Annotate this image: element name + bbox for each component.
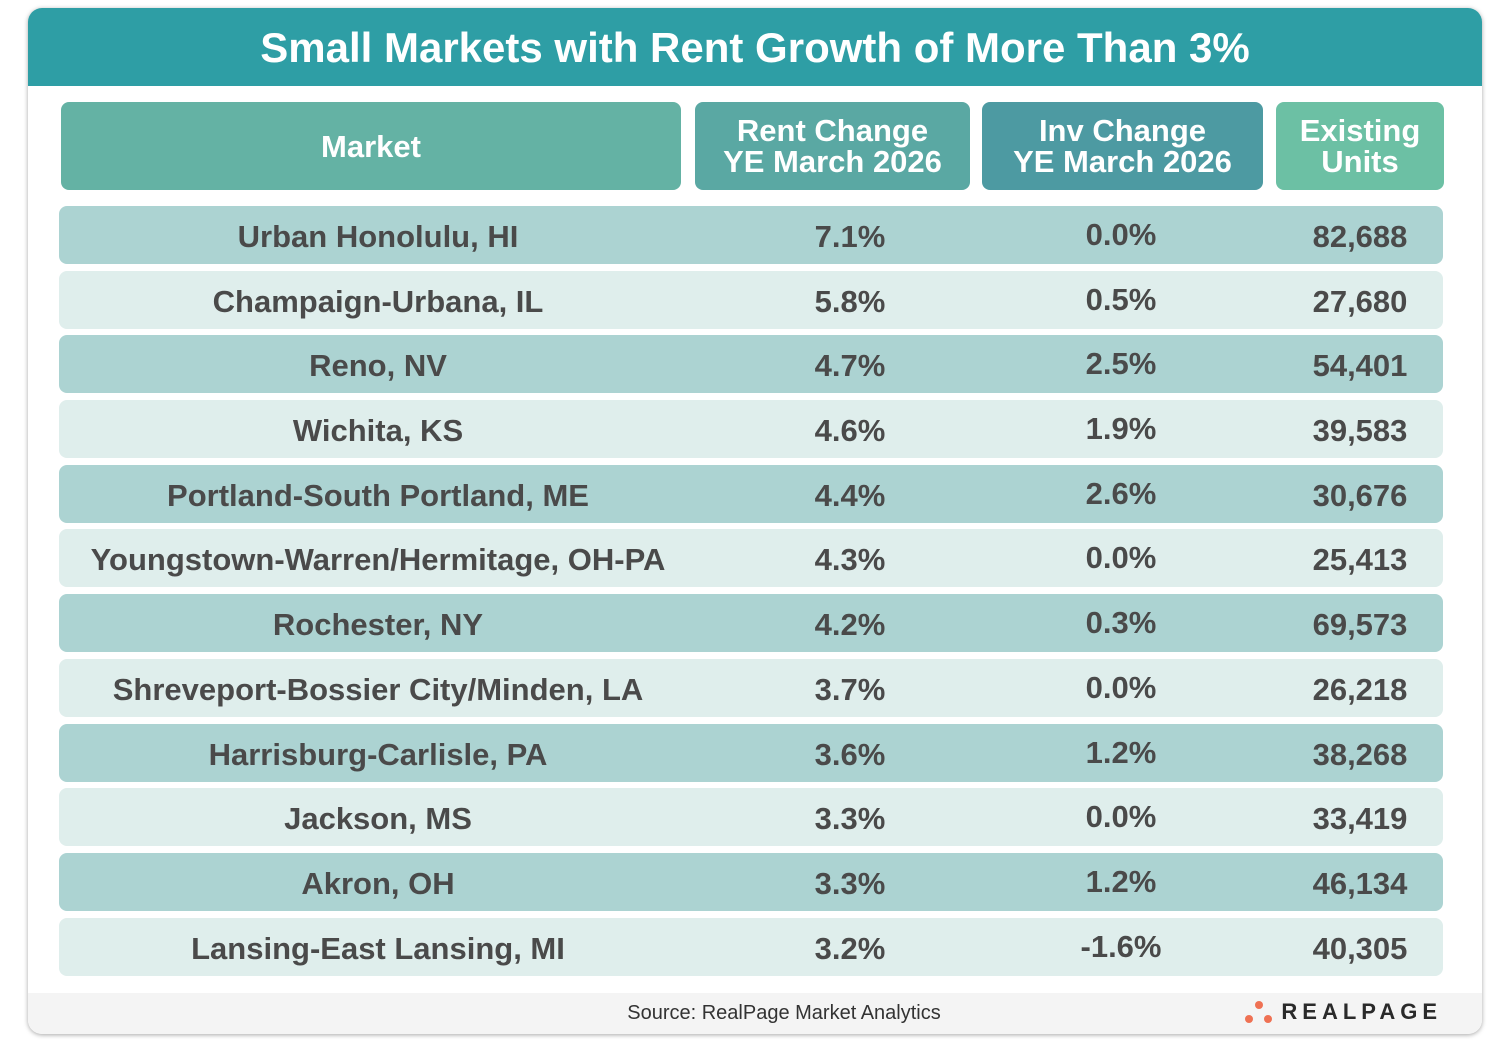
header-market: Market (61, 102, 681, 190)
cell-market: Jackson, MS (284, 801, 472, 837)
table-row: Akron, OH 3.3% 1.2% 46,134 (59, 852, 1443, 911)
cell-market: Youngstown-Warren/Hermitage, OH-PA (90, 542, 666, 578)
cell-market: Akron, OH (301, 865, 455, 901)
cell-market: Reno, NV (309, 348, 447, 384)
cell-rent: 4.3% (814, 542, 886, 578)
cell-market: Champaign-Urbana, IL (212, 283, 544, 319)
table-row: Jackson, MS 3.3% 0.0% 33,419 (59, 788, 1443, 847)
cell-rent: 4.4% (814, 477, 886, 513)
source-note: Source: RealPage Market Analytics (627, 1002, 941, 1024)
header-existing-units: Existing Units (1276, 102, 1444, 190)
cell-units: 27,680 (1312, 283, 1408, 319)
cell-market: Urban Honolulu, HI (237, 219, 519, 254)
cell-market: Portland-South Portland, ME (167, 477, 589, 513)
table-row: Wichita, KS 4.6% 1.9% 39,583 (59, 400, 1443, 459)
cell-inv: 1.2% (1085, 734, 1157, 770)
cell-inv: -1.6% (1080, 928, 1162, 964)
header-rent-line1: Rent Change (736, 113, 929, 148)
cell-units: 82,688 (1312, 219, 1408, 254)
cell-market: Wichita, KS (292, 413, 464, 449)
cell-market: Harrisburg-Carlisle, PA (208, 736, 548, 772)
cell-rent: 4.6% (814, 413, 886, 449)
cell-rent: 3.3% (814, 865, 886, 901)
table-row: Rochester, NY 4.2% 0.3% 69,573 (59, 594, 1443, 653)
cell-rent: 7.1% (814, 219, 886, 254)
realpage-logo: REALPAGE (1245, 999, 1442, 1025)
cell-rent: 3.3% (814, 801, 886, 837)
table-row: Harrisburg-Carlisle, PA 3.6% 1.2% 38,268 (59, 723, 1443, 782)
cell-rent: 4.2% (814, 607, 886, 643)
cell-inv: 0.5% (1085, 281, 1157, 317)
infographic-card: Small Markets with Rent Growth of More T… (28, 8, 1482, 1034)
table-row: Reno, NV 4.7% 2.5% 54,401 (59, 335, 1443, 394)
cell-units: 46,134 (1312, 865, 1408, 901)
header-inv-line1: Inv Change (1038, 113, 1207, 148)
table-row: Shreveport-Bossier City/Minden, LA 3.7% 0.… (59, 658, 1443, 717)
cell-inv: 1.9% (1085, 411, 1157, 447)
table-row: Lansing-East Lansing, MI 3.2% -1.6% 40,305 (59, 917, 1443, 976)
header-market-label: Market (321, 128, 421, 164)
cell-units: 26,218 (1312, 671, 1408, 707)
cell-units: 39,583 (1312, 413, 1408, 449)
cell-inv: 2.5% (1085, 346, 1157, 382)
cell-units: 38,268 (1312, 736, 1408, 772)
footer: Source: RealPage Market Analytics REALPA… (28, 993, 1482, 1034)
cell-units: 30,676 (1312, 477, 1408, 513)
cell-inv: 0.3% (1085, 605, 1157, 641)
cell-inv: 0.0% (1085, 540, 1157, 576)
cell-inv: 1.2% (1085, 863, 1157, 899)
cell-units: 40,305 (1312, 930, 1408, 966)
cell-rent: 3.7% (814, 671, 886, 707)
cell-market: Shreveport-Bossier City/Minden, LA (112, 671, 644, 707)
chart-title: Small Markets with Rent Growth of More T… (28, 8, 1482, 86)
header-units-line1: Existing (1299, 113, 1421, 148)
table-row: Youngstown-Warren/Hermitage, OH-PA 4.3% 0.… (59, 529, 1443, 588)
logo-dots-icon (1245, 999, 1273, 1025)
header-rent-line2: YE March 2026 (723, 144, 942, 179)
cell-units: 69,573 (1312, 607, 1408, 643)
header-inv-change: Inv Change YE March 2026 (982, 102, 1263, 190)
table-row: Urban Honolulu, HI 7.1% 0.0% 82,688 (59, 206, 1443, 264)
header-units-line2: Units (1321, 144, 1399, 179)
table-body: Urban Honolulu, HI 7.1% 0.0% 82,688 Champaig… (59, 206, 1443, 982)
cell-units: 33,419 (1312, 801, 1408, 837)
cell-rent: 4.7% (814, 348, 886, 384)
cell-inv: 0.0% (1085, 669, 1157, 705)
logo-text: REALPAGE (1281, 999, 1442, 1024)
cell-rent: 3.6% (814, 736, 886, 772)
cell-inv: 2.6% (1085, 475, 1157, 511)
cell-rent: 3.2% (814, 930, 886, 966)
cell-market: Lansing-East Lansing, MI (191, 930, 565, 966)
cell-units: 25,413 (1312, 542, 1408, 578)
table-row: Champaign-Urbana, IL 5.8% 0.5% 27,680 (59, 270, 1443, 329)
header-rent-change: Rent Change YE March 2026 (695, 102, 970, 190)
table-row: Portland-South Portland, ME 4.4% 2.6% 30,67… (59, 464, 1443, 523)
cell-inv: 0.0% (1085, 217, 1157, 252)
cell-market: Rochester, NY (272, 607, 484, 643)
cell-units: 54,401 (1312, 348, 1408, 384)
cell-rent: 5.8% (814, 283, 886, 319)
header-inv-line2: YE March 2026 (1013, 144, 1232, 179)
cell-inv: 0.0% (1085, 799, 1157, 835)
